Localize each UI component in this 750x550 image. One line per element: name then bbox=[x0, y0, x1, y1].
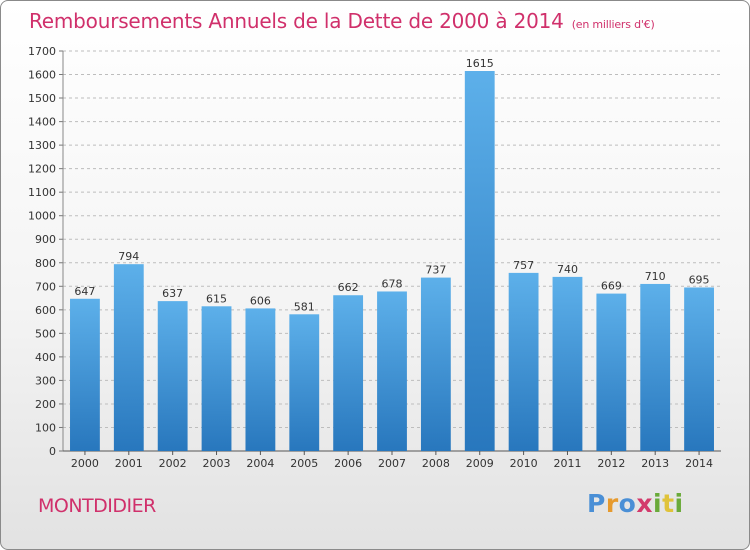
y-tick-label: 1300 bbox=[28, 139, 56, 152]
bar bbox=[157, 301, 188, 451]
bar bbox=[684, 287, 714, 451]
chart-title: Remboursements Annuels de la Dette de 20… bbox=[29, 9, 655, 33]
bar bbox=[333, 295, 364, 451]
bar bbox=[596, 293, 627, 451]
x-tick-label: 2005 bbox=[290, 457, 318, 470]
y-tick-label: 1000 bbox=[28, 210, 56, 223]
chart-unit: (en milliers d'€) bbox=[571, 18, 655, 31]
bar-value-label: 695 bbox=[689, 273, 710, 286]
bar bbox=[201, 306, 232, 451]
bar-value-label: 669 bbox=[601, 280, 622, 293]
y-tick-label: 700 bbox=[35, 280, 56, 293]
y-tick-label: 200 bbox=[35, 398, 56, 411]
y-tick-label: 1200 bbox=[28, 163, 56, 176]
bar-value-label: 740 bbox=[557, 263, 578, 276]
bar-value-label: 662 bbox=[338, 281, 359, 294]
logo-letter: r bbox=[605, 489, 619, 518]
bar-value-label: 1615 bbox=[466, 57, 494, 70]
bar bbox=[552, 276, 583, 451]
bar-value-label: 615 bbox=[206, 292, 227, 305]
bar bbox=[420, 277, 451, 451]
bar-value-label: 581 bbox=[294, 300, 315, 313]
x-tick-label: 2006 bbox=[334, 457, 362, 470]
x-tick-label: 2002 bbox=[159, 457, 187, 470]
bar-value-label: 794 bbox=[118, 250, 139, 263]
logo-letter: t bbox=[662, 489, 675, 518]
x-tick-label: 2008 bbox=[422, 457, 450, 470]
y-tick-label: 900 bbox=[35, 233, 56, 246]
y-tick-label: 800 bbox=[35, 257, 56, 270]
y-tick-label: 600 bbox=[35, 304, 56, 317]
bar bbox=[508, 272, 539, 451]
x-tick-label: 2004 bbox=[246, 457, 274, 470]
bar bbox=[640, 283, 671, 451]
bar bbox=[245, 308, 276, 451]
y-tick-label: 1600 bbox=[28, 69, 56, 82]
bar bbox=[113, 264, 144, 451]
x-tick-label: 2012 bbox=[597, 457, 625, 470]
bar-value-label: 757 bbox=[513, 259, 534, 272]
y-tick-label: 400 bbox=[35, 351, 56, 364]
logo-letter: i bbox=[653, 489, 663, 518]
y-tick-label: 300 bbox=[35, 374, 56, 387]
logo-letter: P bbox=[587, 489, 606, 518]
y-tick-label: 100 bbox=[35, 421, 56, 434]
y-tick-label: 1700 bbox=[28, 45, 56, 58]
x-tick-label: 2013 bbox=[641, 457, 669, 470]
y-tick-label: 500 bbox=[35, 327, 56, 340]
x-tick-label: 2011 bbox=[553, 457, 581, 470]
logo-letter: o bbox=[618, 489, 637, 518]
bar bbox=[289, 314, 320, 451]
proxiti-logo: Proxiti bbox=[587, 489, 684, 518]
bar bbox=[70, 298, 100, 451]
x-tick-label: 2001 bbox=[115, 457, 143, 470]
y-tick-label: 1100 bbox=[28, 186, 56, 199]
city-name: MONTDIDIER bbox=[38, 495, 156, 517]
chart-title-text: Remboursements Annuels de la Dette de 20… bbox=[29, 9, 564, 33]
x-tick-label: 2003 bbox=[203, 457, 231, 470]
bar bbox=[464, 71, 495, 451]
y-tick-label: 0 bbox=[49, 445, 56, 458]
x-tick-label: 2010 bbox=[510, 457, 538, 470]
y-tick-label: 1500 bbox=[28, 92, 56, 105]
logo-letter: i bbox=[674, 489, 684, 518]
bar bbox=[377, 291, 407, 451]
y-tick-label: 1400 bbox=[28, 116, 56, 129]
bar-value-label: 737 bbox=[425, 264, 446, 277]
bar-value-label: 606 bbox=[250, 294, 271, 307]
bar-value-label: 637 bbox=[162, 287, 183, 300]
x-tick-label: 2007 bbox=[378, 457, 406, 470]
bar-value-label: 710 bbox=[645, 270, 666, 283]
x-tick-label: 2014 bbox=[685, 457, 713, 470]
x-tick-label: 2009 bbox=[466, 457, 494, 470]
bar-value-label: 678 bbox=[382, 277, 403, 290]
x-tick-label: 2000 bbox=[71, 457, 99, 470]
logo-letter: x bbox=[636, 489, 653, 518]
bar-value-label: 647 bbox=[74, 285, 95, 298]
